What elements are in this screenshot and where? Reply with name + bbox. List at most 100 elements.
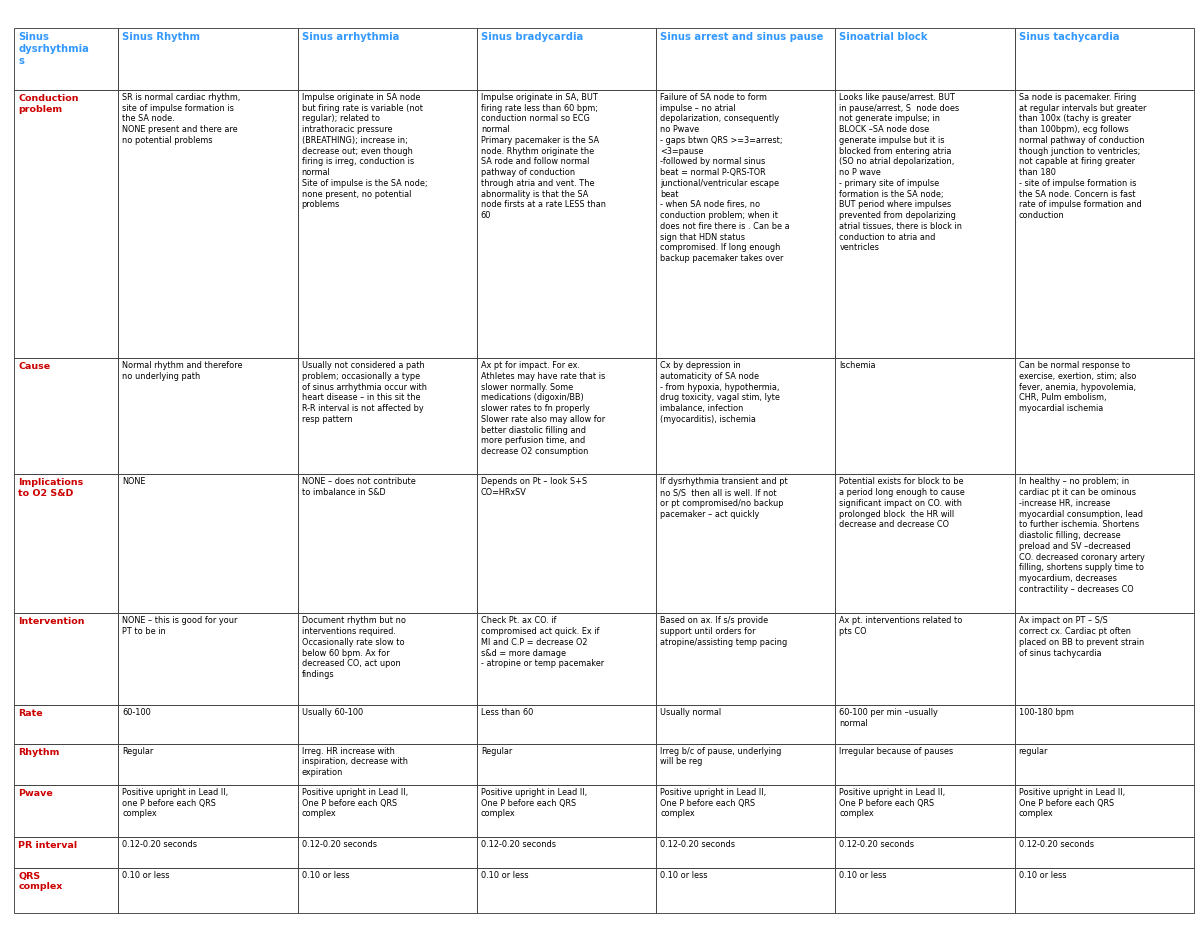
Text: In healthy – no problem; in
cardiac pt it can be ominous
-increase HR, increase
: In healthy – no problem; in cardiac pt i… bbox=[1019, 477, 1145, 594]
Bar bbox=[476, 837, 656, 868]
Text: Ax pt for impact. For ex.
Athletes may have rate that is
slower normally. Some
m: Ax pt for impact. For ex. Athletes may h… bbox=[481, 362, 605, 456]
Text: Usually normal: Usually normal bbox=[660, 708, 721, 717]
Text: 60-100 per min –usually
normal: 60-100 per min –usually normal bbox=[840, 708, 938, 728]
Text: Sinus bradycardia: Sinus bradycardia bbox=[481, 32, 583, 42]
Bar bbox=[835, 358, 1015, 475]
Bar bbox=[476, 705, 656, 743]
Text: QRS
complex: QRS complex bbox=[18, 871, 62, 892]
Text: Depends on Pt – look S+S
CO=HRxSV: Depends on Pt – look S+S CO=HRxSV bbox=[481, 477, 587, 497]
Bar bbox=[835, 705, 1015, 743]
Bar bbox=[14, 358, 119, 475]
Text: Implications
to O2 S&D: Implications to O2 S&D bbox=[18, 478, 84, 498]
Bar bbox=[298, 743, 476, 785]
Text: Usually not considered a path
problem; occasionally a type
of sinus arrhythmia o: Usually not considered a path problem; o… bbox=[301, 362, 426, 424]
Bar bbox=[14, 705, 119, 743]
Bar bbox=[119, 614, 298, 705]
Bar bbox=[119, 868, 298, 913]
Text: SR is normal cardiac rhythm,
site of impulse formation is
the SA node.
NONE pres: SR is normal cardiac rhythm, site of imp… bbox=[122, 93, 240, 145]
Text: Impulse originate in SA node
but firing rate is variable (not
regular); related : Impulse originate in SA node but firing … bbox=[301, 93, 427, 210]
Text: Sinoatrial block: Sinoatrial block bbox=[840, 32, 928, 42]
Bar bbox=[656, 614, 835, 705]
Text: Normal rhythm and therefore
no underlying path: Normal rhythm and therefore no underlyin… bbox=[122, 362, 242, 381]
Bar bbox=[119, 785, 298, 837]
Text: Impulse originate in SA, BUT
firing rate less than 60 bpm;
conduction normal so : Impulse originate in SA, BUT firing rate… bbox=[481, 93, 606, 221]
Bar bbox=[298, 837, 476, 868]
Text: 0.10 or less: 0.10 or less bbox=[301, 870, 349, 880]
Text: Positive upright in Lead II,
One P before each QRS
complex: Positive upright in Lead II, One P befor… bbox=[840, 788, 946, 819]
Text: 0.12-0.20 seconds: 0.12-0.20 seconds bbox=[122, 840, 197, 849]
Text: 0.12-0.20 seconds: 0.12-0.20 seconds bbox=[301, 840, 377, 849]
Bar bbox=[14, 90, 119, 358]
Bar bbox=[656, 28, 835, 90]
Bar bbox=[835, 785, 1015, 837]
Bar bbox=[656, 90, 835, 358]
Text: 0.10 or less: 0.10 or less bbox=[481, 870, 528, 880]
Text: Potential exists for block to be
a period long enough to cause
significant impac: Potential exists for block to be a perio… bbox=[840, 477, 965, 529]
Text: Based on ax. If s/s provide
support until orders for
atropine/assisting temp pac: Based on ax. If s/s provide support unti… bbox=[660, 616, 787, 647]
Text: Document rhythm but no
interventions required.
Occasionally rate slow to
below 6: Document rhythm but no interventions req… bbox=[301, 616, 406, 679]
Bar bbox=[298, 90, 476, 358]
Text: Irregular because of pauses: Irregular because of pauses bbox=[840, 746, 954, 756]
Bar bbox=[298, 705, 476, 743]
Text: NONE – this is good for your
PT to be in: NONE – this is good for your PT to be in bbox=[122, 616, 238, 636]
Bar bbox=[298, 358, 476, 475]
Bar bbox=[476, 90, 656, 358]
Text: 0.12-0.20 seconds: 0.12-0.20 seconds bbox=[660, 840, 736, 849]
Text: 60-100: 60-100 bbox=[122, 708, 151, 717]
Text: Rhythm: Rhythm bbox=[18, 747, 60, 756]
Text: Intervention: Intervention bbox=[18, 617, 85, 627]
Bar bbox=[656, 358, 835, 475]
Bar bbox=[14, 28, 119, 90]
Bar bbox=[298, 614, 476, 705]
Bar bbox=[119, 837, 298, 868]
Text: Irreg. HR increase with
inspiration, decrease with
expiration: Irreg. HR increase with inspiration, dec… bbox=[301, 746, 408, 777]
Bar bbox=[476, 358, 656, 475]
Bar bbox=[476, 868, 656, 913]
Text: Sinus tachycardia: Sinus tachycardia bbox=[1019, 32, 1120, 42]
Bar bbox=[1015, 28, 1194, 90]
Text: PR interval: PR interval bbox=[18, 841, 78, 850]
Bar bbox=[14, 785, 119, 837]
Bar bbox=[656, 785, 835, 837]
Bar bbox=[656, 705, 835, 743]
Text: Sinus arrhythmia: Sinus arrhythmia bbox=[301, 32, 398, 42]
Bar bbox=[119, 705, 298, 743]
Bar bbox=[1015, 358, 1194, 475]
Bar bbox=[656, 475, 835, 614]
Bar bbox=[119, 358, 298, 475]
Text: Check Pt. ax CO. if
compromised act quick. Ex if
MI and C.P = decrease O2
s&d = : Check Pt. ax CO. if compromised act quic… bbox=[481, 616, 604, 668]
Bar bbox=[835, 837, 1015, 868]
Text: 0.10 or less: 0.10 or less bbox=[1019, 870, 1067, 880]
Bar bbox=[1015, 868, 1194, 913]
Text: Less than 60: Less than 60 bbox=[481, 708, 533, 717]
Text: 100-180 bpm: 100-180 bpm bbox=[1019, 708, 1074, 717]
Bar bbox=[119, 90, 298, 358]
Text: 0.10 or less: 0.10 or less bbox=[122, 870, 169, 880]
Text: Pwave: Pwave bbox=[18, 789, 53, 798]
Bar bbox=[1015, 614, 1194, 705]
Bar bbox=[14, 475, 119, 614]
Text: Sinus
dysrhythmia
s: Sinus dysrhythmia s bbox=[18, 32, 89, 66]
Text: Cx by depression in
automaticity of SA node
- from hypoxia, hypothermia,
drug to: Cx by depression in automaticity of SA n… bbox=[660, 362, 780, 424]
Bar bbox=[476, 785, 656, 837]
Bar bbox=[476, 28, 656, 90]
Bar bbox=[119, 743, 298, 785]
Bar bbox=[476, 614, 656, 705]
Bar bbox=[476, 475, 656, 614]
Text: 0.12-0.20 seconds: 0.12-0.20 seconds bbox=[840, 840, 914, 849]
Text: Failure of SA node to form
impulse – no atrial
depolarization, consequently
no P: Failure of SA node to form impulse – no … bbox=[660, 93, 790, 263]
Bar bbox=[298, 475, 476, 614]
Bar bbox=[298, 868, 476, 913]
Text: 0.10 or less: 0.10 or less bbox=[840, 870, 887, 880]
Text: Sa node is pacemaker. Firing
at regular intervals but greater
than 100x (tachy i: Sa node is pacemaker. Firing at regular … bbox=[1019, 93, 1146, 221]
Bar bbox=[835, 868, 1015, 913]
Bar bbox=[14, 614, 119, 705]
Text: Cause: Cause bbox=[18, 362, 50, 371]
Text: Positive upright in Lead II,
One P before each QRS
complex: Positive upright in Lead II, One P befor… bbox=[481, 788, 587, 819]
Text: Irreg b/c of pause, underlying
will be reg: Irreg b/c of pause, underlying will be r… bbox=[660, 746, 781, 767]
Text: Conduction
problem: Conduction problem bbox=[18, 94, 79, 114]
Text: Looks like pause/arrest. BUT
in pause/arrest, S  node does
not generate impulse;: Looks like pause/arrest. BUT in pause/ar… bbox=[840, 93, 962, 252]
Bar bbox=[835, 28, 1015, 90]
Bar bbox=[1015, 785, 1194, 837]
Bar bbox=[1015, 705, 1194, 743]
